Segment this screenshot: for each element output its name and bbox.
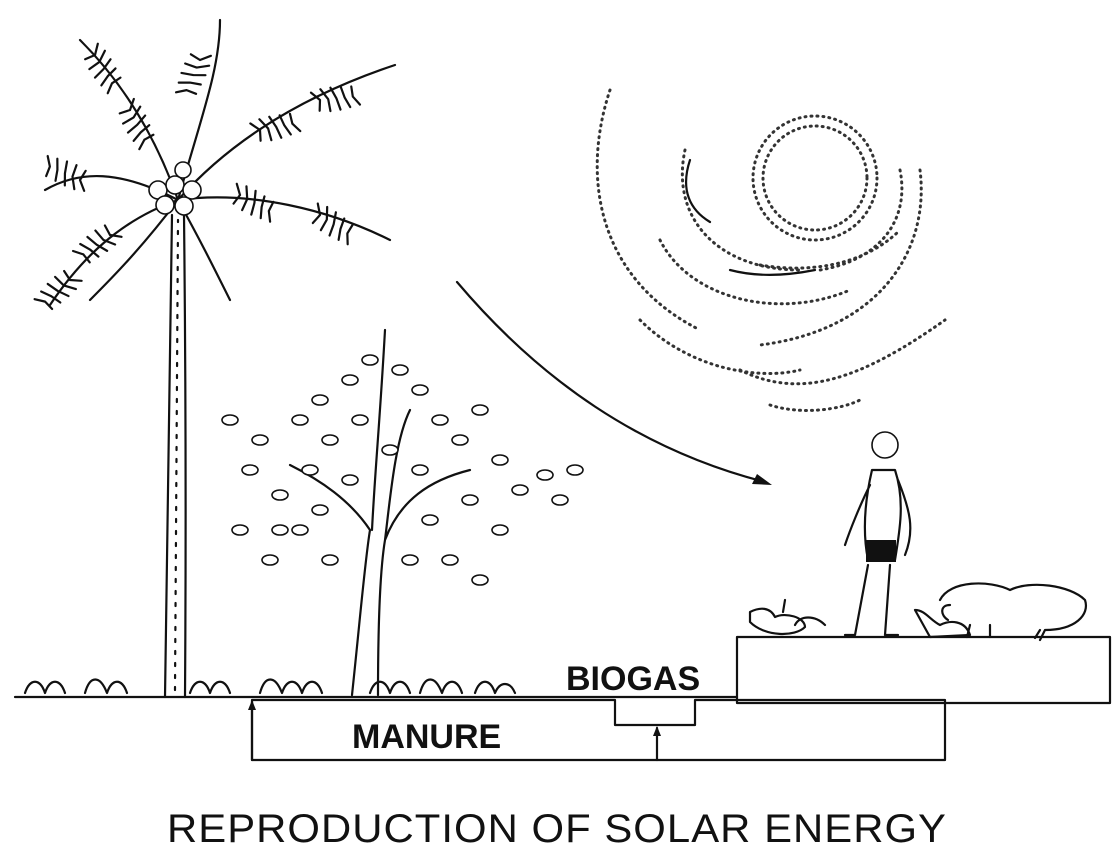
palm-tree-part	[250, 106, 300, 149]
leafy-tree-part	[552, 495, 568, 505]
platform	[737, 637, 1110, 703]
person-part	[872, 432, 898, 458]
animals	[750, 583, 1086, 640]
leafy-tree-part	[567, 465, 583, 475]
shorts	[866, 540, 896, 562]
palm-tree-part	[183, 181, 201, 199]
leafy-tree-part	[322, 435, 338, 445]
manure-label: MANURE	[352, 718, 501, 756]
leafy-tree-part	[232, 525, 248, 535]
leafy-tree-part	[402, 555, 418, 565]
leafy-tree-part	[262, 555, 278, 565]
palm-tree-part	[165, 215, 186, 697]
leafy-tree-part	[512, 485, 528, 495]
leafy-tree-part	[222, 415, 238, 425]
leafy-tree-part	[537, 470, 553, 480]
diagram: BIOGAS MANURE REPRODUCTION OF SOLAR ENER…	[0, 0, 1115, 853]
leafy-tree-part	[462, 495, 478, 505]
person	[845, 432, 910, 635]
sun-part	[686, 160, 815, 275]
animals-part	[940, 583, 1086, 640]
palm-tree	[35, 20, 395, 697]
leafy-tree-part	[412, 385, 428, 395]
leafy-tree-part	[492, 455, 508, 465]
leafy-tree-part	[452, 435, 468, 445]
palm-tree-part	[311, 78, 360, 119]
leafy-tree-part	[252, 435, 268, 445]
energy-arrow	[457, 282, 772, 485]
leafy-tree-part	[272, 490, 288, 500]
sun-part	[597, 90, 945, 410]
leafy-tree-part	[442, 555, 458, 565]
leafy-tree-part	[392, 365, 408, 375]
leafy-tree-part	[362, 355, 378, 365]
leafy-tree-part	[472, 575, 488, 585]
leafy-tree-part	[302, 465, 318, 475]
energy-arrow-part	[457, 282, 765, 482]
leafy-tree-part	[322, 555, 338, 565]
leafy-tree-part	[342, 375, 358, 385]
leafy-tree-part	[472, 405, 488, 415]
leafy-tree-part	[432, 415, 448, 425]
arrow-head	[752, 474, 772, 485]
leafy-tree-part	[312, 505, 328, 515]
leafy-tree-part	[272, 525, 288, 535]
leafy-tree-part	[292, 415, 308, 425]
palm-tree-part	[43, 156, 89, 191]
leafy-tree-part	[422, 515, 438, 525]
leafy-tree-part	[412, 465, 428, 475]
platform-part	[737, 637, 1110, 703]
palm-tree-part	[176, 51, 211, 97]
leafy-tree-part	[352, 415, 368, 425]
caption: REPRODUCTION OF SOLAR ENERGY	[167, 807, 947, 851]
sun	[597, 90, 945, 410]
palm-tree-part	[175, 162, 191, 178]
leafy-tree-part	[312, 395, 328, 405]
animals-part	[750, 600, 825, 634]
palm-tree-part	[156, 196, 174, 214]
leafy-tree-part	[492, 525, 508, 535]
biogas-label: BIOGAS	[566, 660, 700, 698]
leafy-tree-part	[342, 475, 358, 485]
palm-tree-part	[175, 220, 178, 690]
sun-part	[753, 116, 877, 240]
leafy-tree-part	[382, 445, 398, 455]
sun-part	[763, 126, 867, 230]
palm-tree-part	[73, 219, 121, 269]
leafy-tree-part	[292, 525, 308, 535]
palm-tree-part	[166, 176, 184, 194]
palm-tree-part	[175, 197, 193, 215]
ground-part	[25, 680, 515, 694]
palm-tree-part	[308, 204, 357, 245]
leafy-tree-part	[242, 465, 258, 475]
page: BIOGAS MANURE REPRODUCTION OF SOLAR ENER…	[0, 0, 1115, 853]
leafy-tree	[222, 330, 583, 695]
